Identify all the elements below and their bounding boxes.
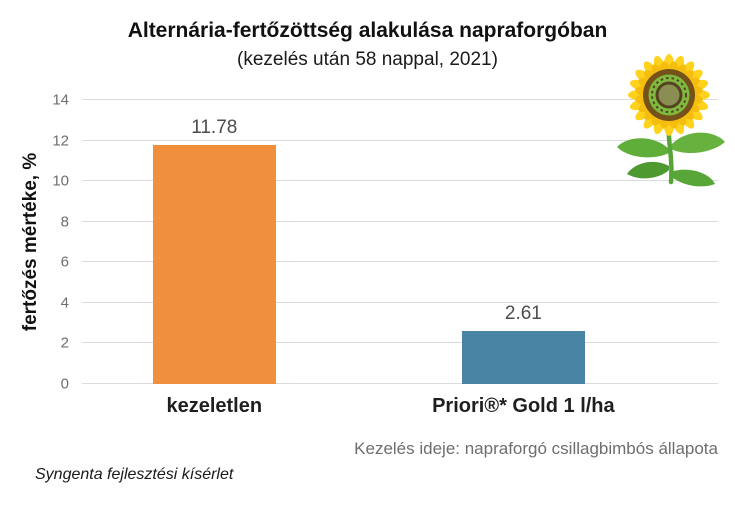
chart-title: Alternária-fertőzöttség alakulása napraf… — [127, 19, 608, 42]
y-tick-label: 6 — [60, 253, 69, 271]
sunflower-leaf — [671, 132, 725, 154]
sunflower-disc-center — [658, 84, 680, 106]
bar-value-label: 2.61 — [504, 303, 542, 325]
y-tick-label: 2 — [60, 334, 69, 352]
plot-area: 0 2 4 6 8 10 12 14 11.78 kezeletlen 2.61 Priori®* G… — [52, 93, 718, 417]
sunflower-disc-speckle-ring — [651, 77, 687, 113]
sunflower-leaf — [671, 169, 715, 187]
gridline — [82, 99, 718, 100]
category-label: kezeletlen — [166, 395, 263, 417]
bar — [152, 145, 276, 384]
y-tick-label: 4 — [60, 294, 69, 312]
gridline — [82, 383, 718, 384]
bar-value-label: 11.78 — [191, 117, 238, 139]
y-tick-label: 0 — [60, 375, 69, 393]
gridline — [82, 261, 718, 263]
gridline — [82, 301, 718, 303]
chart-subtitle: (kezelés után 58 nappal, 2021) — [237, 49, 498, 70]
gridline — [82, 139, 718, 141]
gridline — [82, 220, 718, 222]
y-tick-label: 12 — [52, 132, 69, 150]
y-tick-label: 14 — [52, 91, 69, 109]
gridline — [82, 180, 718, 182]
y-tick-label: 10 — [52, 172, 69, 190]
sunflower-leaf — [627, 161, 669, 179]
treatment-timing-note: Kezelés ideje: napraforgó csillagbimbós … — [354, 439, 718, 458]
bar — [462, 331, 585, 384]
y-tick-label: 8 — [60, 213, 69, 231]
gridline — [82, 342, 718, 344]
source-note: Syngenta fejlesztési kísérlet — [35, 466, 234, 483]
sunflower-icon — [617, 54, 725, 187]
category-label: Priori®* Gold 1 l/ha — [432, 395, 615, 417]
sunflower-leaf — [617, 138, 669, 158]
y-axis-title: fertőzés mértéke, % — [20, 152, 41, 332]
